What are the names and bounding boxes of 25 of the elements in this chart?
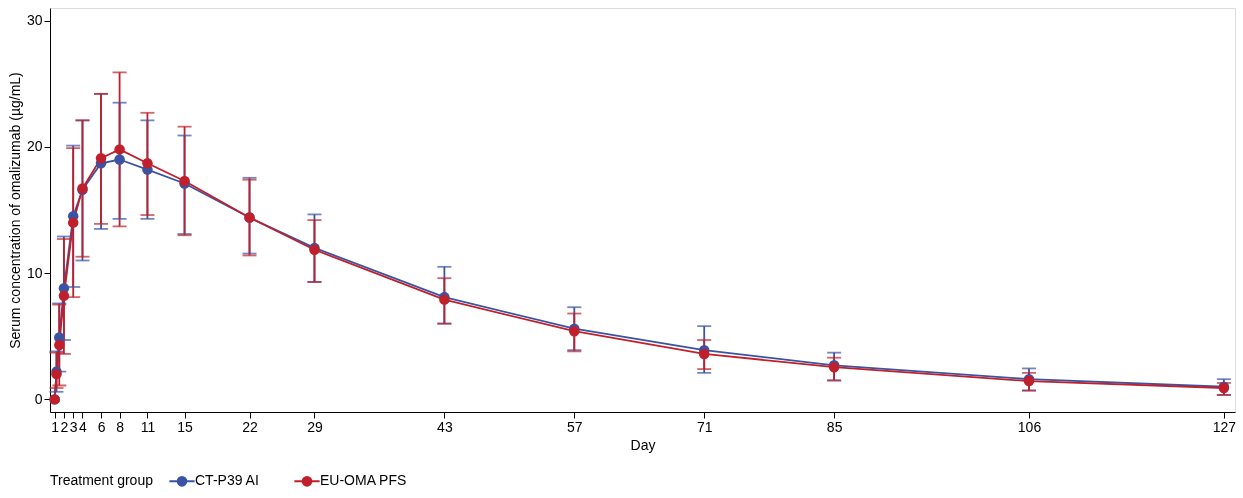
x-tick-label: 22 <box>242 418 259 435</box>
x-tick-label: 15 <box>177 418 194 435</box>
x-tick-label: 85 <box>826 418 843 435</box>
legend-title: Treatment group <box>50 472 154 488</box>
x-tick-label: 4 <box>79 418 88 435</box>
x-tick-label: 43 <box>437 418 453 435</box>
y-tick-label: 20 <box>26 138 43 155</box>
x-axis-title: Day <box>630 436 656 453</box>
x-tick-label: 11 <box>140 418 156 435</box>
x-tick-label: 2 <box>60 418 69 435</box>
x-tick-label: 57 <box>567 418 583 435</box>
x-tick-label: 6 <box>97 418 106 435</box>
y-tick-label: 0 <box>34 390 43 407</box>
y-axis-title: Serum concentration of omalizumab (µg/mL) <box>6 72 23 349</box>
x-tick-label: 8 <box>116 418 125 435</box>
legend-label: CT-P39 AI <box>195 472 259 489</box>
legend-label: EU-OMA PFS <box>320 472 407 489</box>
x-tick-label: 71 <box>696 418 713 435</box>
y-tick-label: 30 <box>26 12 43 29</box>
x-tick-label: 1 <box>51 418 60 435</box>
x-tick-label: 29 <box>307 418 323 435</box>
x-tick-label: 127 <box>1212 418 1237 435</box>
x-tick-label: 106 <box>1017 418 1042 435</box>
x-tick-label: 3 <box>69 418 78 435</box>
y-tick-label: 10 <box>26 264 43 281</box>
